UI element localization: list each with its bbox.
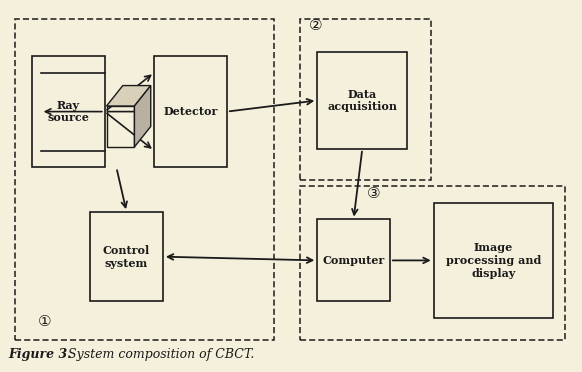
Bar [434,203,553,318]
Polygon shape [134,86,151,147]
Text: Figure 3.: Figure 3. [9,348,72,361]
Text: ③: ③ [367,186,380,201]
Bar [15,19,274,340]
Text: Image
processing and
display: Image processing and display [446,242,541,279]
Text: Computer: Computer [322,255,385,266]
Text: Ray
source: Ray source [48,100,89,124]
Polygon shape [107,86,151,106]
Text: ②: ② [308,19,322,33]
Text: ①: ① [38,314,51,329]
Text: Control
system: Control system [103,245,150,269]
Bar [107,106,134,147]
Text: Data
acquisition: Data acquisition [327,89,398,112]
Bar [154,56,227,167]
Text: Detector: Detector [164,106,218,117]
Bar [317,52,407,149]
Bar [317,219,390,301]
Bar [300,186,565,340]
Bar [90,212,163,301]
Text: System composition of CBCT.: System composition of CBCT. [64,348,254,361]
Bar [300,19,431,180]
Bar [32,56,105,167]
